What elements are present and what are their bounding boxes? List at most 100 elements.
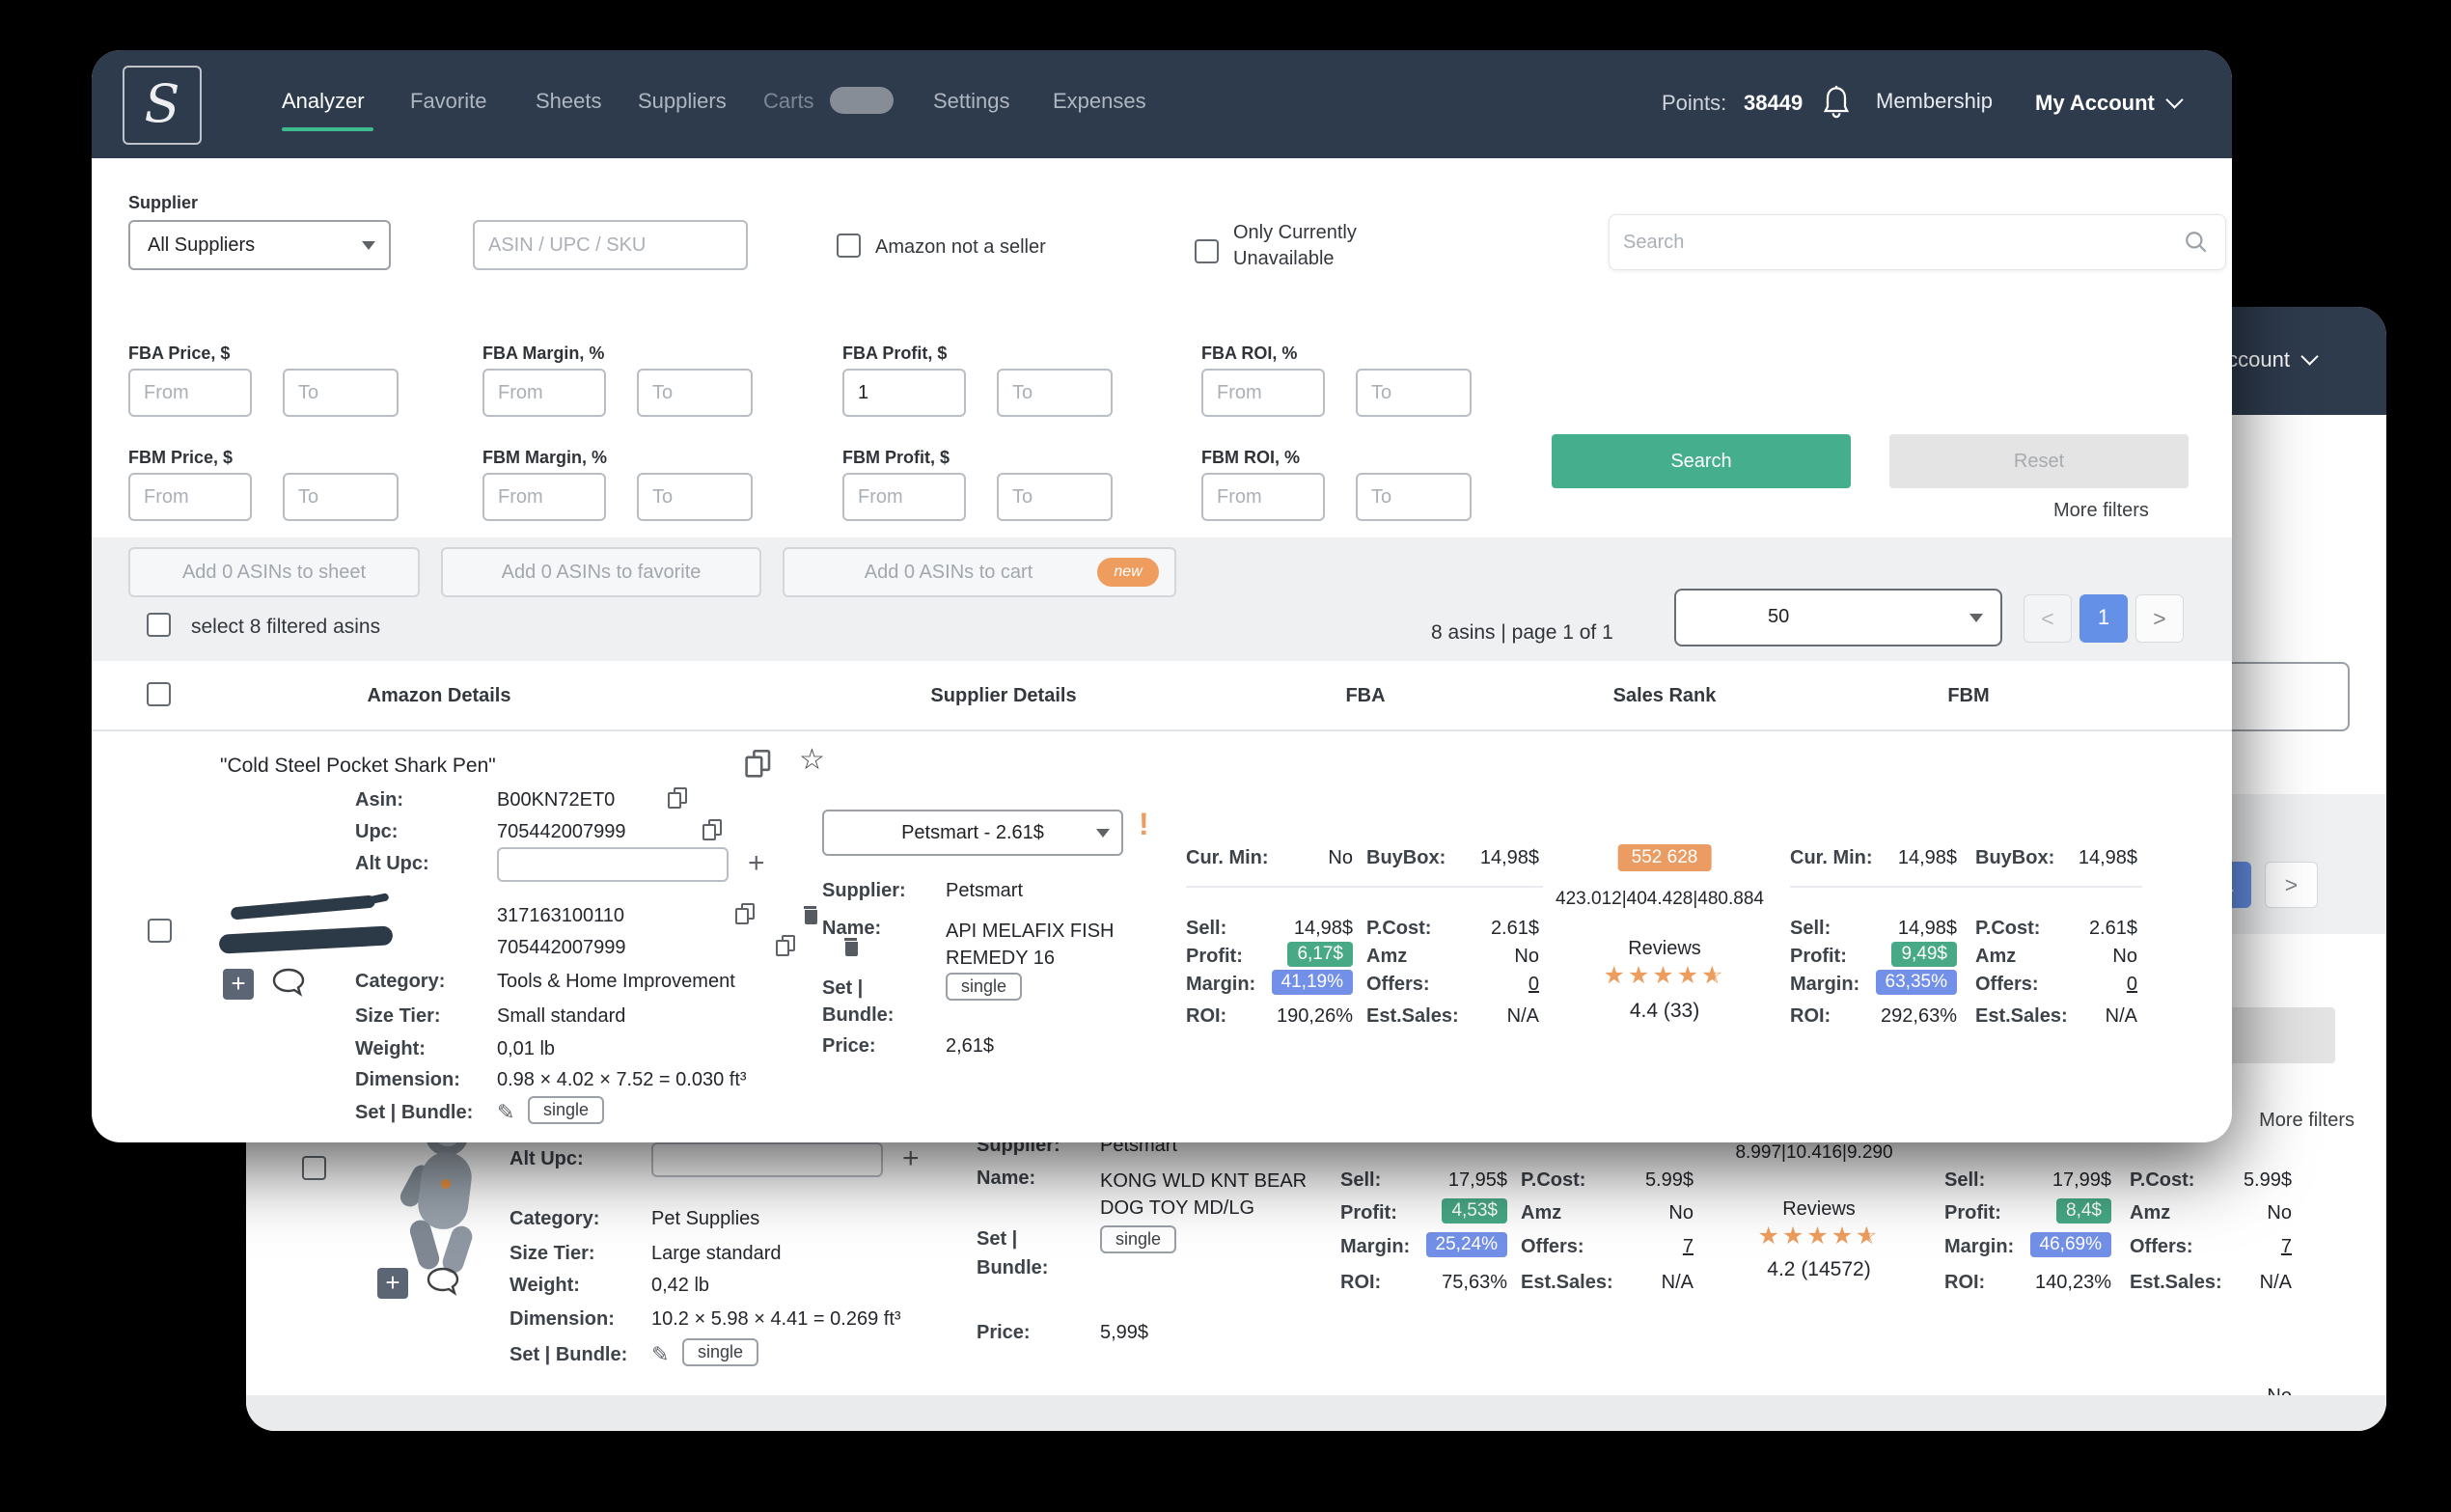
copy-icon[interactable] bbox=[776, 935, 796, 956]
fba-profit-to[interactable] bbox=[997, 369, 1113, 417]
fbm-profit-to[interactable] bbox=[997, 473, 1113, 521]
search-button[interactable]: Search bbox=[1552, 434, 1851, 488]
bundle-label: Bundle: bbox=[977, 1257, 1049, 1278]
search-input[interactable] bbox=[1609, 214, 2226, 270]
favorite-star-icon[interactable]: ☆ bbox=[799, 744, 825, 776]
add-asins-to-favorite-button[interactable]: Add 0 ASINs to favorite bbox=[441, 547, 761, 597]
nav-suppliers[interactable]: Suppliers bbox=[638, 89, 727, 113]
fbm-price-from[interactable] bbox=[128, 473, 252, 521]
fba-price-from[interactable] bbox=[128, 369, 252, 417]
fbm-roi-to[interactable] bbox=[1356, 473, 1472, 521]
nav-analyzer[interactable]: Analyzer bbox=[282, 89, 365, 113]
divider bbox=[1790, 886, 2142, 888]
fbm-roi-from[interactable] bbox=[1201, 473, 1325, 521]
margin-label: Margin: bbox=[1340, 1236, 1411, 1257]
supplier-offer-select[interactable]: Petsmart - 2.61$ bbox=[822, 810, 1123, 856]
header-amazon-details: Amazon Details bbox=[367, 685, 511, 706]
copy-icon[interactable] bbox=[735, 903, 756, 924]
fbm-margin-from[interactable] bbox=[482, 473, 606, 521]
fbm-profit-from[interactable] bbox=[842, 473, 966, 521]
header-supplier-details: Supplier Details bbox=[930, 685, 1077, 706]
nav-expenses[interactable]: Expenses bbox=[1053, 89, 1146, 113]
copy-icon[interactable] bbox=[668, 787, 688, 809]
trash-icon[interactable] bbox=[843, 938, 859, 956]
back-more-filters-link[interactable]: More filters bbox=[2259, 1110, 2355, 1131]
bell-icon[interactable] bbox=[1822, 85, 1851, 124]
fba-margin-from[interactable] bbox=[482, 369, 606, 417]
alt-upc-input[interactable] bbox=[651, 1142, 883, 1177]
fbm-margin-label: FBM Margin, % bbox=[482, 448, 607, 467]
amz-value: No bbox=[1514, 946, 1539, 967]
carts-toggle[interactable] bbox=[830, 87, 894, 114]
row-checkbox[interactable] bbox=[302, 1156, 326, 1180]
add-note-button[interactable]: + bbox=[223, 969, 254, 1000]
nav-membership[interactable]: Membership bbox=[1876, 89, 1994, 113]
nav-carts[interactable]: Carts bbox=[763, 89, 814, 113]
offers-link[interactable]: 0 bbox=[1528, 974, 1539, 995]
size-tier-label: Size Tier: bbox=[355, 1005, 441, 1027]
profit-badge: 9,49$ bbox=[1891, 942, 1957, 967]
row-checkbox[interactable] bbox=[148, 919, 172, 943]
fba-roi-from[interactable] bbox=[1201, 369, 1325, 417]
margin-badge: 41,19% bbox=[1271, 970, 1353, 995]
add-alt-upc-icon[interactable]: + bbox=[902, 1142, 920, 1174]
fba-profit-from[interactable] bbox=[842, 369, 966, 417]
copy-icon[interactable] bbox=[702, 819, 722, 840]
fba-roi-to[interactable] bbox=[1356, 369, 1472, 417]
supplier-value: Petsmart bbox=[946, 880, 1024, 901]
add-alt-upc-icon[interactable]: + bbox=[748, 847, 765, 879]
add-asins-to-sheet-button[interactable]: Add 0 ASINs to sheet bbox=[128, 547, 420, 597]
copy-icon[interactable] bbox=[745, 750, 771, 778]
nav-sheets[interactable]: Sheets bbox=[536, 89, 602, 113]
add-note-button[interactable]: + bbox=[377, 1268, 408, 1299]
margin-badge: 25,24% bbox=[1425, 1232, 1507, 1257]
comment-bubble-icon[interactable] bbox=[426, 1266, 460, 1302]
nav-favorite[interactable]: Favorite bbox=[410, 89, 487, 113]
name-value: KONG WLD KNT BEAR DOG TOY MD/LG bbox=[1100, 1170, 1308, 1219]
back-next-page-button[interactable]: > bbox=[2265, 862, 2318, 908]
comment-bubble-icon[interactable] bbox=[271, 967, 306, 1003]
offers-link[interactable]: 0 bbox=[2126, 974, 2137, 995]
next-page-button[interactable]: > bbox=[2135, 594, 2184, 643]
fbm-price-to[interactable] bbox=[283, 473, 399, 521]
alt-upc-input[interactable] bbox=[497, 847, 729, 882]
page-size-select[interactable]: 50 bbox=[1674, 589, 2002, 646]
app-logo[interactable]: S bbox=[123, 66, 202, 145]
supplier-select[interactable]: All Suppliers bbox=[128, 220, 391, 270]
bundle-chip[interactable]: single bbox=[528, 1096, 605, 1124]
page-1-button[interactable]: 1 bbox=[2079, 594, 2128, 643]
more-filters-link[interactable]: More filters bbox=[2053, 500, 2149, 521]
cur-min-value: 14,98$ bbox=[1897, 847, 1957, 868]
select-filtered-asins-checkbox[interactable] bbox=[147, 613, 171, 637]
margin-badge: 63,35% bbox=[1875, 970, 1957, 995]
nav-settings[interactable]: Settings bbox=[933, 89, 1010, 113]
offers-link[interactable]: 7 bbox=[2280, 1236, 2292, 1257]
fbm-margin-to[interactable] bbox=[637, 473, 753, 521]
table-row: "Cold Steel Pocket Shark Pen" ☆ Asin: B0… bbox=[92, 731, 2232, 1142]
reset-button[interactable]: Reset bbox=[1889, 434, 2189, 488]
asin-upc-sku-input[interactable] bbox=[473, 220, 748, 270]
fba-price-to[interactable] bbox=[283, 369, 399, 417]
header-sales-rank: Sales Rank bbox=[1612, 685, 1717, 706]
table-header-row: Amazon Details Supplier Details FBA Sale… bbox=[92, 661, 2232, 731]
search-icon[interactable] bbox=[2184, 230, 2209, 260]
my-account-menu[interactable]: My Account bbox=[2035, 91, 2184, 116]
select-all-checkbox[interactable] bbox=[147, 682, 171, 706]
results-count: 8 asins | page 1 of 1 bbox=[1431, 621, 1613, 644]
amazon-not-seller-checkbox[interactable] bbox=[837, 234, 861, 258]
fba-roi-label: FBA ROI, % bbox=[1201, 344, 1298, 363]
supplier-bundle-chip[interactable]: single bbox=[946, 973, 1023, 1001]
edit-bundle-icon[interactable]: ✎ bbox=[497, 1100, 515, 1124]
edit-bundle-icon[interactable]: ✎ bbox=[651, 1342, 670, 1366]
roi-value: 292,63% bbox=[1881, 1005, 1957, 1027]
fba-margin-to[interactable] bbox=[637, 369, 753, 417]
price-value: 2,61$ bbox=[946, 1035, 995, 1057]
prev-page-button[interactable]: < bbox=[2024, 594, 2072, 643]
bundle-chip[interactable]: single bbox=[682, 1338, 759, 1366]
only-unavailable-checkbox[interactable] bbox=[1195, 239, 1219, 263]
est-sales-value: N/A bbox=[2259, 1272, 2292, 1293]
sell-label: Sell: bbox=[1340, 1169, 1382, 1191]
trash-icon[interactable] bbox=[803, 906, 818, 924]
offers-link[interactable]: 7 bbox=[1682, 1236, 1694, 1257]
supplier-bundle-chip[interactable]: single bbox=[1100, 1225, 1177, 1253]
